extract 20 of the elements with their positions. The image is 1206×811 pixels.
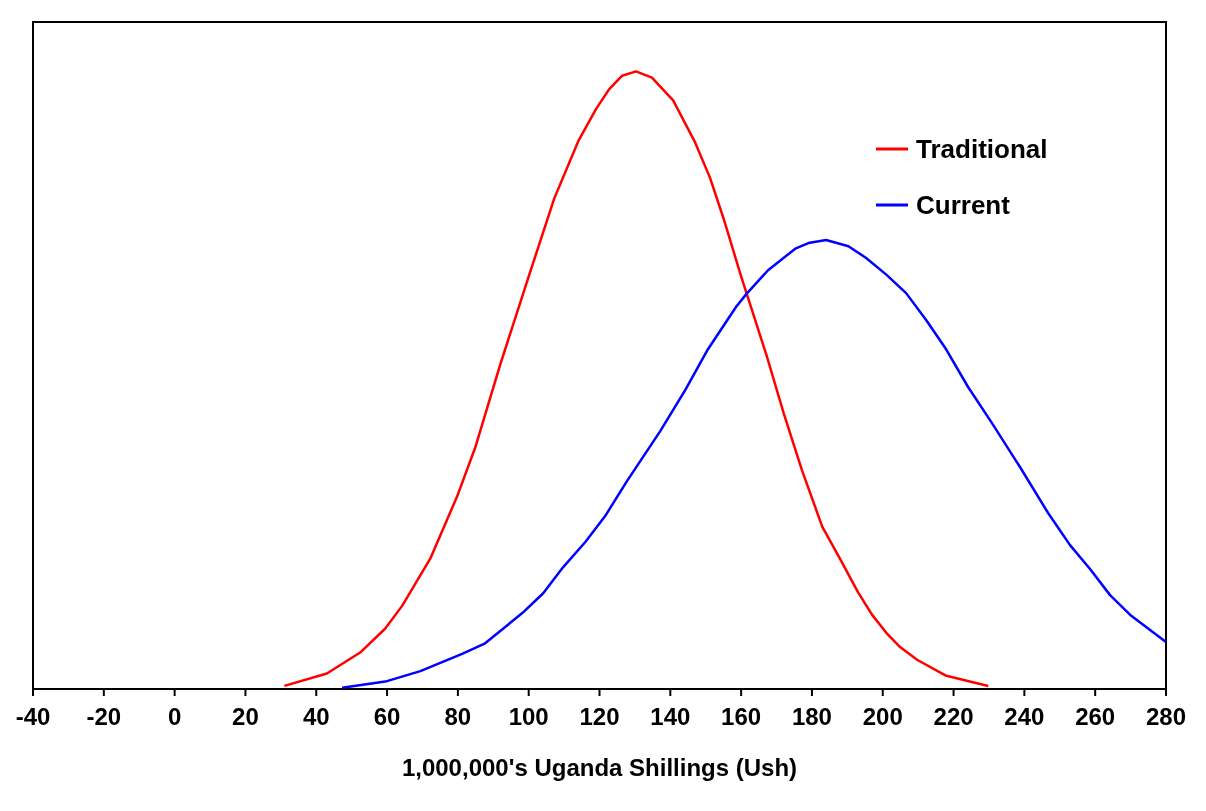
x-tick-label: 200 bbox=[862, 703, 903, 730]
x-tick-label: 100 bbox=[508, 703, 549, 730]
x-tick-label: -20 bbox=[86, 703, 122, 730]
x-tick-label: -40 bbox=[15, 703, 51, 730]
legend-label: Current bbox=[916, 190, 1011, 220]
x-tick-label: 60 bbox=[373, 703, 401, 730]
x-tick-label: 160 bbox=[721, 703, 762, 730]
x-tick-label: 120 bbox=[579, 703, 620, 730]
x-tick-label: 220 bbox=[933, 703, 974, 730]
x-tick-label: 40 bbox=[302, 703, 330, 730]
x-tick-label: 180 bbox=[791, 703, 832, 730]
legend-label: Traditional bbox=[916, 134, 1048, 164]
x-axis-title: 1,000,000's Uganda Shillings (Ush) bbox=[401, 754, 798, 781]
x-tick-label: 80 bbox=[444, 703, 472, 730]
x-tick-label: 240 bbox=[1004, 703, 1045, 730]
x-tick-label: 260 bbox=[1075, 703, 1116, 730]
x-tick-label: 140 bbox=[650, 703, 691, 730]
x-tick-label: 0 bbox=[167, 703, 182, 730]
x-tick-label: 280 bbox=[1145, 703, 1187, 730]
x-tick-label: 20 bbox=[232, 703, 259, 730]
